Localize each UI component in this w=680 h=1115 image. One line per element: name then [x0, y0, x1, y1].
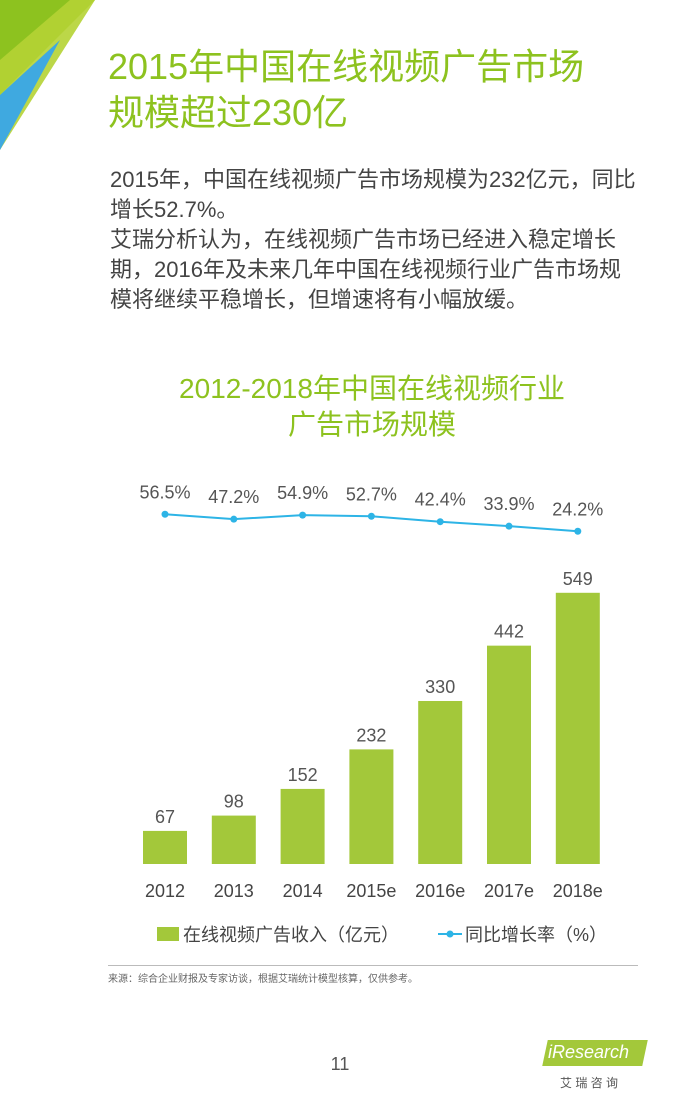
growth-label: 33.9%	[483, 494, 534, 514]
page-title: 2015年中国在线视频广告市场 规模超过230亿	[108, 44, 584, 136]
bar	[143, 830, 187, 864]
legend-swatch	[157, 927, 179, 941]
legend-label: 在线视频广告收入（亿元）	[183, 925, 399, 945]
logo-name: iResearch	[548, 1042, 630, 1062]
bar-label: 442	[494, 622, 524, 642]
paragraph: 2015年，中国在线视频广告市场规模为232亿元，同比增长52.7%。	[110, 167, 636, 222]
divider	[108, 965, 638, 966]
x-tick-label: 2013	[214, 881, 254, 901]
bar-label: 98	[224, 792, 244, 812]
bar	[555, 592, 600, 864]
growth-point	[436, 518, 444, 526]
growth-label: 42.4%	[415, 490, 466, 510]
page-number: 11	[330, 1054, 350, 1074]
growth-point	[505, 522, 513, 530]
growth-label: 56.5%	[139, 482, 190, 502]
bar-label: 152	[288, 765, 318, 785]
growth-label: 24.2%	[552, 499, 603, 519]
body-text: 2015年，中国在线视频广告市场规模为232亿元，同比增长52.7%。 艾瑞分析…	[110, 165, 640, 315]
x-tick-label: 2012	[145, 881, 185, 901]
title-line: 规模超过230亿	[108, 92, 349, 133]
x-tick-label: 2015e	[346, 881, 396, 901]
x-tick-label: 2018e	[553, 881, 603, 901]
growth-label: 54.9%	[277, 483, 328, 503]
x-tick-label: 2016e	[415, 881, 465, 901]
growth-point	[574, 527, 582, 535]
growth-point	[367, 512, 375, 520]
chart: 2012-2018年中国在线视频行业 广告市场规模 67 98 152 232 330 4…	[139, 373, 607, 945]
growth-label: 52.7%	[346, 484, 397, 504]
corner-decoration	[0, 0, 95, 150]
x-tick-label: 2017e	[484, 881, 534, 901]
paragraph: 艾瑞分析认为，在线视频广告市场已经进入稳定增长期，2016年及未来几年中国在线视…	[110, 227, 621, 312]
bar	[349, 749, 394, 864]
bar-label: 67	[155, 807, 175, 827]
legend-label: 同比增长率（%）	[465, 925, 607, 945]
bar-label: 330	[425, 677, 455, 697]
bar	[211, 815, 256, 864]
logo-subtitle: 艾 瑞 咨 询	[560, 1076, 619, 1090]
title-line: 2015年中国在线视频广告市场	[108, 46, 585, 87]
legend-marker	[446, 930, 454, 938]
bar-label: 549	[563, 569, 593, 589]
source-note: 来源：综合企业财报及专家访谈，根据艾瑞统计模型核算，仅供参考。	[108, 974, 418, 985]
growth-point	[230, 515, 238, 523]
growth-label: 47.2%	[208, 487, 259, 507]
chart-title: 广告市场规模	[288, 409, 456, 440]
growth-point	[161, 510, 169, 518]
bar	[280, 788, 325, 864]
bar-label: 232	[356, 725, 386, 745]
x-tick-label: 2014	[283, 881, 323, 901]
chart-title: 2012-2018年中国在线视频行业	[179, 373, 565, 404]
bar	[418, 700, 463, 864]
bar	[487, 645, 531, 864]
growth-point	[299, 511, 307, 519]
